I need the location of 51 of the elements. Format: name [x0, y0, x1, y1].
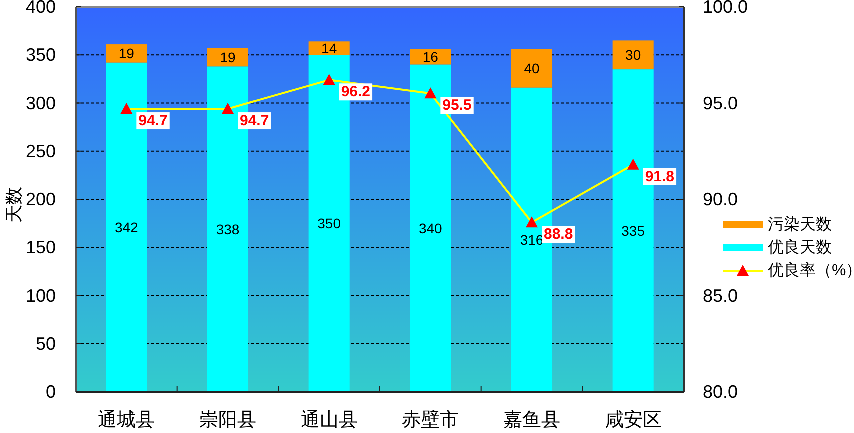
legend-label: 优良天数: [768, 238, 832, 256]
y-tick-label: 0: [46, 382, 56, 402]
y-tick-label: 150: [26, 238, 56, 258]
data-label: 91.8: [645, 168, 675, 186]
legend-label: 优良率（%）: [768, 262, 854, 280]
y2-tick-label: 85.0: [703, 286, 738, 306]
legend-label: 污染天数: [768, 216, 832, 234]
y-tick-label: 100: [26, 286, 56, 306]
point: [323, 74, 336, 86]
y-tick-label: 200: [26, 190, 56, 210]
x-tick-label: 嘉鱼县: [504, 410, 560, 431]
data-label: 94.7: [138, 112, 168, 130]
y2-tick-label: 95.0: [703, 93, 738, 114]
data-label: 335: [622, 222, 646, 239]
bar: [511, 49, 553, 88]
data-label: 95.5: [442, 97, 472, 114]
point: [627, 158, 640, 170]
data-label: 88.8: [544, 226, 574, 244]
point: [526, 216, 538, 228]
point: [222, 103, 234, 114]
data-label: 19: [220, 50, 236, 66]
data-label: 338: [216, 221, 240, 238]
data-label: 40: [524, 60, 540, 77]
point: [424, 88, 437, 99]
data-label: 96.2: [341, 84, 371, 101]
x-tick-label: 通山县: [300, 410, 358, 431]
x-tick-label: 崇阳县: [200, 410, 256, 431]
y-tick-label: 300: [26, 93, 56, 114]
data-label: 16: [422, 49, 439, 66]
bar: [612, 40, 654, 70]
y2-tick-label: 90.0: [703, 190, 738, 210]
x-tick-label: 通城县: [98, 410, 156, 431]
y-tick-label: 250: [26, 141, 56, 162]
x-tick-label: 赤壁市: [402, 409, 460, 431]
data-label: 340: [418, 220, 443, 236]
bar: [106, 44, 148, 63]
x-tick-label: 咸安区: [604, 409, 662, 431]
y-tick-label: 400: [26, 0, 56, 17]
y-tick-label: 50: [36, 334, 56, 354]
data-label: 94.7: [240, 112, 270, 130]
data-label: 342: [114, 219, 139, 236]
y-axis-title: 天数: [4, 187, 24, 223]
point: [120, 103, 133, 114]
data-label: 14: [322, 40, 338, 56]
y-tick-label: 350: [26, 45, 56, 66]
bar: [308, 42, 350, 56]
data-label: 30: [626, 47, 642, 64]
y2-tick-label: 100.0: [703, 0, 748, 17]
data-label: 19: [118, 46, 135, 62]
y2-tick-label: 80.0: [703, 382, 738, 402]
data-label: 350: [318, 216, 342, 232]
